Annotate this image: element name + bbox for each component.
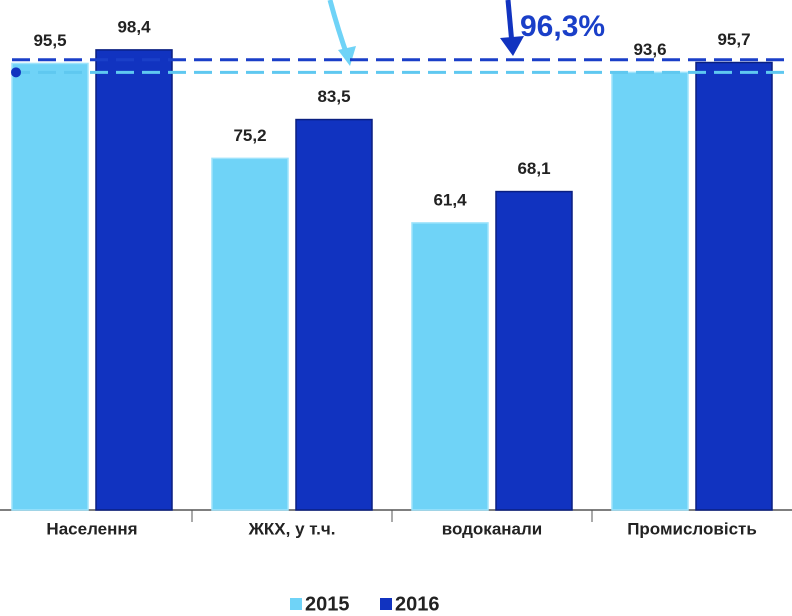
reference-dot xyxy=(11,67,21,78)
bar xyxy=(495,190,573,511)
x-tick-label: водоканали xyxy=(442,519,543,538)
data-label: 68,1 xyxy=(517,159,550,178)
legend-label: 2016 xyxy=(395,593,440,615)
bar xyxy=(95,49,173,511)
bar xyxy=(295,118,373,511)
annotation: 96,3% xyxy=(520,10,605,43)
legend-swatch xyxy=(380,598,392,610)
data-label: 83,5 xyxy=(317,87,350,106)
x-tick-label: Населення xyxy=(46,519,137,538)
data-label: 95,7 xyxy=(717,30,750,49)
data-label: 93,6 xyxy=(633,40,666,59)
bar xyxy=(611,71,689,511)
bar xyxy=(11,62,89,511)
bar xyxy=(695,61,773,511)
bar xyxy=(411,222,489,511)
legend-swatch xyxy=(290,598,302,610)
arrow xyxy=(327,0,524,66)
data-label: 61,4 xyxy=(433,190,467,209)
data-label: 98,4 xyxy=(117,17,151,36)
data-label: 75,2 xyxy=(233,126,266,145)
x-tick-label: Промисловість xyxy=(627,519,757,538)
bar xyxy=(211,157,289,511)
x-tick-label: ЖКХ, у т.ч. xyxy=(248,519,336,538)
legend-label: 2015 xyxy=(305,593,350,615)
data-label: 95,5 xyxy=(33,31,66,50)
